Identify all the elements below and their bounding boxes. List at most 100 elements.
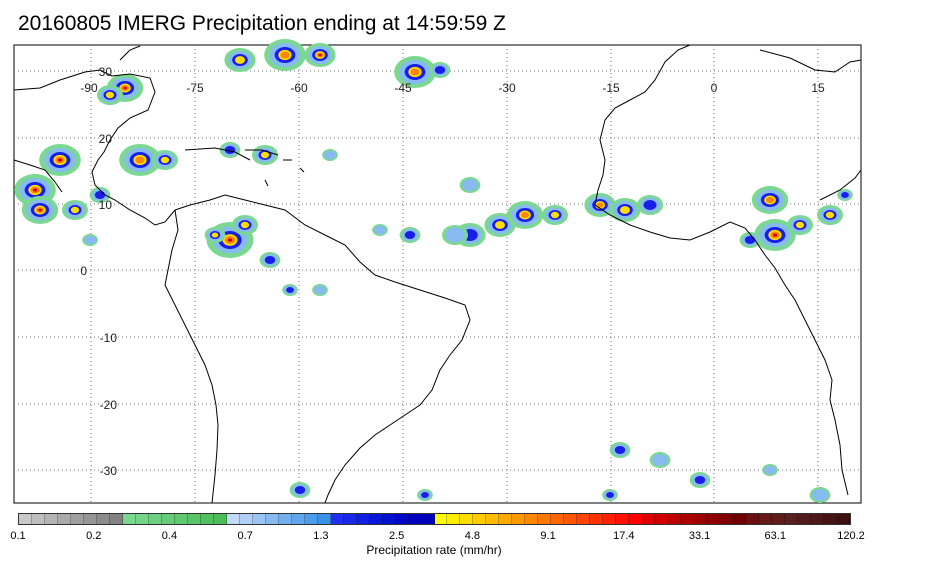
colorbar-swatch: [434, 514, 448, 524]
colorbar-swatch: [304, 514, 318, 524]
precip-cell: [264, 256, 276, 264]
precip-cell: [765, 196, 775, 204]
colorbar-swatch: [668, 514, 682, 524]
precip-cell: [495, 221, 505, 229]
map-frame: [13, 44, 862, 504]
colorbar-swatch: [629, 514, 643, 524]
precip-cell: [606, 492, 614, 498]
colorbar-tick-label: 2.5: [388, 530, 405, 542]
colorbar-tick-label: 63.1: [764, 530, 786, 542]
colorbar-swatch: [694, 514, 708, 524]
colorbar-swatch: [785, 514, 799, 524]
map-title: 20160805 IMERG Precipitation ending at 1…: [18, 12, 506, 35]
colorbar-swatch: [44, 514, 58, 524]
precipitation-field: [14, 39, 853, 503]
precip-cell: [286, 287, 294, 293]
colorbar-swatch: [330, 514, 344, 524]
colorbar-swatch: [746, 514, 760, 524]
lon-label: -30: [498, 81, 516, 95]
colorbar-swatch: [655, 514, 669, 524]
precip-cell: [462, 179, 478, 191]
colorbar-swatch: [408, 514, 422, 524]
unit-text: Precipitation rate (mm/hr): [366, 543, 502, 557]
precip-cell: [841, 192, 849, 198]
colorbar-swatch: [460, 514, 474, 524]
colorbar-swatch: [642, 514, 656, 524]
colorbar-swatch: [96, 514, 110, 524]
precip-cell: [410, 68, 420, 76]
coastline: [119, 45, 141, 61]
precip-cell: [764, 465, 776, 475]
precip-cell: [211, 232, 219, 238]
colorbar-swatch: [421, 514, 435, 524]
precip-cell: [240, 221, 250, 229]
colorbar-swatch: [811, 514, 825, 524]
colorbar-swatch: [187, 514, 201, 524]
lon-label: -15: [602, 81, 620, 95]
colorbar-swatch: [317, 514, 331, 524]
precip-cell: [135, 156, 145, 164]
precip-cell: [105, 91, 115, 99]
colorbar-swatch: [564, 514, 578, 524]
lat-label: -10: [100, 331, 118, 345]
colorbar-swatch: [759, 514, 773, 524]
colorbar-swatch: [382, 514, 396, 524]
precip-cell: [235, 56, 245, 64]
colorbar-swatch: [70, 514, 84, 524]
colorbar-swatch: [278, 514, 292, 524]
colorbar-swatch: [200, 514, 214, 524]
precip-cell: [614, 446, 626, 454]
colorbar-swatch: [83, 514, 97, 524]
lat-label: -20: [100, 398, 118, 412]
colorbar-swatch: [369, 514, 383, 524]
coastline: [13, 69, 176, 226]
precip-cell: [812, 489, 828, 501]
precip-cell: [314, 285, 326, 295]
colorbar-swatch: [772, 514, 786, 524]
lat-label: 30: [99, 65, 113, 79]
colorbar-swatch: [837, 514, 850, 524]
precip-cell: [70, 206, 80, 214]
lon-label: -90: [80, 81, 98, 95]
colorbar-swatch: [265, 514, 279, 524]
precip-cell: [652, 454, 668, 466]
precip-cell: [795, 221, 805, 229]
lon-label: -45: [394, 81, 412, 95]
colorbar-tick-label: 0.4: [161, 530, 178, 542]
precip-cell: [596, 202, 604, 208]
colorbar-swatch: [590, 514, 604, 524]
colorbar-tick-label: 120.2: [837, 530, 865, 542]
precip-cell: [421, 492, 429, 498]
coastline: [184, 147, 305, 187]
lat-label: 10: [99, 198, 113, 212]
colorbar-swatch: [798, 514, 812, 524]
precipitation-map: -90 -75 -60 -45 -30 -15 0 15 30 20 10 0 -10 -20 -30: [13, 39, 862, 504]
colorbar-swatch: [161, 514, 175, 524]
colorbar-swatch: [356, 514, 370, 524]
lon-label: 15: [811, 81, 825, 95]
lat-label: -30: [100, 464, 118, 478]
colorbar-tick-label: 0.1: [10, 530, 26, 542]
colorbar-swatch: [343, 514, 357, 524]
precip-cell: [744, 236, 756, 244]
colorbar-swatch: [31, 514, 45, 524]
precip-cell: [260, 151, 270, 159]
colorbar-swatch: [19, 514, 32, 524]
colorbar-swatch: [512, 514, 526, 524]
colorbar-swatch: [239, 514, 253, 524]
coastline: [759, 49, 862, 73]
colorbar-tick-label: 1.3: [313, 530, 329, 542]
colorbar-swatch: [499, 514, 513, 524]
coastline: [599, 44, 691, 141]
colorbar-swatch: [252, 514, 266, 524]
coastlines: [13, 44, 862, 504]
colorbar-swatch: [720, 514, 734, 524]
precip-cell: [825, 211, 835, 219]
colorbar-unit-label: Precipitation rate (mm/hr): [0, 543, 944, 557]
colorbar-swatch: [122, 514, 136, 524]
precip-cell: [643, 200, 657, 210]
colorbar-swatch: [447, 514, 461, 524]
colorbar-swatch: [616, 514, 630, 524]
precip-cell: [550, 211, 560, 219]
precip-cell: [445, 227, 465, 243]
